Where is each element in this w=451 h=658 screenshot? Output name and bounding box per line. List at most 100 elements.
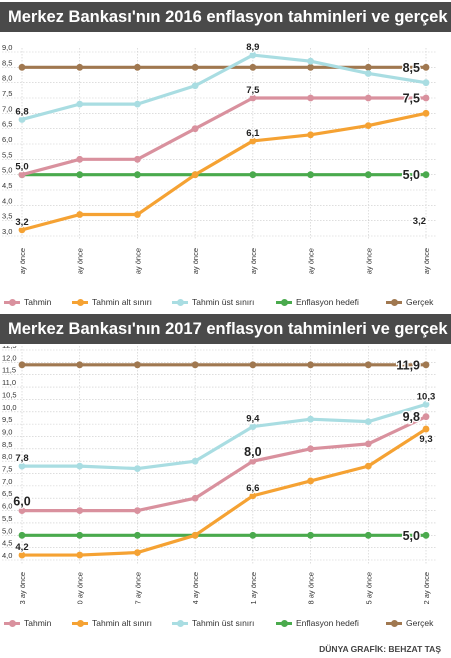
x-tick-label: 8 ay önce bbox=[307, 248, 316, 274]
data-label: 7,8 bbox=[15, 453, 28, 464]
legend-item-ust: Tahmin üst sınırı bbox=[172, 292, 254, 312]
series-line-tahmin bbox=[20, 415, 428, 513]
legend-item-gercek: Gerçek bbox=[386, 613, 433, 633]
data-point-alt bbox=[76, 551, 84, 559]
data-point-alt bbox=[191, 531, 199, 539]
y-tick-label: 9,0 bbox=[2, 427, 12, 436]
data-point-tahmin bbox=[76, 155, 84, 163]
series-line-alt bbox=[20, 427, 428, 557]
chart1-plot: 9,08,58,07,57,06,56,05,55,04,54,03,53,02… bbox=[2, 41, 436, 274]
data-point-gercek bbox=[307, 63, 314, 71]
data-point-gercek bbox=[191, 361, 199, 369]
x-tick-label: 5 ay önce bbox=[364, 248, 373, 274]
data-point-alt bbox=[364, 122, 372, 129]
data-label: 8,5 bbox=[403, 61, 420, 75]
data-point-ust bbox=[422, 79, 430, 87]
x-tick-label: 14 ay önce bbox=[191, 572, 200, 604]
y-tick-label: 4,0 bbox=[2, 196, 12, 205]
data-point-alt bbox=[249, 137, 257, 145]
x-tick-label: 5 ay önce bbox=[364, 572, 373, 604]
data-point-gercek bbox=[249, 361, 257, 369]
data-label: 9,4 bbox=[246, 414, 260, 425]
legend-label: Enflasyon hedefi bbox=[296, 618, 359, 628]
legend-swatch bbox=[172, 298, 188, 306]
legend-swatch bbox=[386, 298, 402, 306]
data-label: 11,9 bbox=[396, 358, 420, 372]
data-point-gercek bbox=[422, 63, 430, 71]
data-point-tahmin bbox=[191, 125, 199, 133]
data-point-alt bbox=[307, 131, 314, 139]
chart2-plot: 12,512,011,511,010,510,09,59,08,58,07,57… bbox=[2, 346, 437, 604]
data-point-ust bbox=[249, 423, 257, 430]
data-point-gercek bbox=[364, 361, 372, 369]
data-point-alt bbox=[76, 211, 84, 218]
data-point-tahmin bbox=[422, 94, 430, 102]
x-tick-label: 23 ay önce bbox=[18, 248, 27, 274]
y-tick-label: 3,5 bbox=[2, 212, 12, 221]
data-point-hedef bbox=[307, 531, 314, 539]
y-tick-label: 4,5 bbox=[2, 539, 12, 548]
legend-item-tahmin: Tahmin bbox=[4, 613, 51, 633]
data-point-hedef bbox=[249, 531, 257, 539]
data-point-hedef bbox=[364, 171, 372, 179]
legend-swatch bbox=[72, 619, 88, 627]
data-point-ust bbox=[249, 51, 257, 59]
y-tick-label: 7,0 bbox=[2, 104, 12, 113]
y-tick-label: 12,0 bbox=[2, 353, 17, 362]
legend-item-alt: Tahmin alt sınırı bbox=[72, 613, 152, 633]
x-tick-label: 11 ay önce bbox=[249, 572, 258, 604]
data-point-gercek bbox=[76, 63, 84, 71]
data-point-ust bbox=[307, 415, 314, 423]
data-point-gercek bbox=[249, 63, 257, 71]
y-tick-label: 5,5 bbox=[2, 150, 12, 159]
data-point-hedef bbox=[249, 171, 257, 179]
chart1-title-banner: Merkez Bankası'nın 2016 enflasyon tahmin… bbox=[0, 2, 451, 32]
y-tick-label: 6,0 bbox=[2, 502, 12, 511]
legend-label: Enflasyon hedefi bbox=[296, 297, 359, 307]
y-tick-label: 4,0 bbox=[2, 551, 12, 560]
legend-item-gercek: Gerçek bbox=[386, 292, 433, 312]
data-point-alt bbox=[18, 226, 26, 234]
data-point-ust bbox=[422, 400, 430, 408]
y-tick-label: 5,5 bbox=[2, 514, 12, 523]
data-point-tahmin bbox=[307, 445, 314, 453]
data-point-ust bbox=[18, 462, 26, 470]
chart2-title: Merkez Bankası'nın 2017 enflasyon tahmin… bbox=[8, 320, 448, 338]
y-tick-label: 9,5 bbox=[2, 415, 12, 424]
y-tick-label: 4,5 bbox=[2, 181, 12, 190]
data-point-ust bbox=[18, 116, 26, 123]
data-label: 6,1 bbox=[246, 128, 260, 139]
data-point-tahmin bbox=[364, 440, 372, 448]
data-point-gercek bbox=[422, 361, 430, 369]
data-point-gercek bbox=[307, 361, 314, 369]
data-label: 6,8 bbox=[15, 106, 28, 117]
data-point-hedef bbox=[422, 531, 430, 539]
data-point-hedef bbox=[307, 171, 314, 179]
series-line-ust bbox=[20, 53, 428, 122]
data-point-tahmin bbox=[249, 457, 257, 465]
data-point-gercek bbox=[76, 361, 84, 369]
data-point-alt bbox=[364, 462, 372, 470]
data-label: 8,9 bbox=[246, 42, 259, 53]
data-label: 9,3 bbox=[419, 434, 432, 445]
data-point-alt bbox=[134, 549, 141, 556]
data-label: 5,0 bbox=[403, 529, 420, 543]
x-tick-label: 20 ay önce bbox=[76, 572, 85, 604]
data-label: 8,0 bbox=[244, 445, 261, 459]
legend-label: Tahmin alt sınırı bbox=[92, 297, 152, 307]
data-point-ust bbox=[364, 70, 372, 77]
y-tick-label: 6,0 bbox=[2, 135, 12, 144]
data-point-gercek bbox=[134, 63, 141, 71]
legend-label: Tahmin üst sınırı bbox=[192, 618, 255, 628]
legend-item-hedef: Enflasyon hedefi bbox=[276, 292, 359, 312]
data-point-tahmin bbox=[134, 155, 141, 163]
data-point-alt bbox=[18, 551, 26, 559]
y-tick-label: 12,5 bbox=[2, 346, 17, 350]
data-point-tahmin bbox=[18, 171, 26, 179]
x-tick-label: 2 ay önce bbox=[422, 572, 431, 604]
data-point-gercek bbox=[18, 63, 26, 71]
data-point-alt bbox=[422, 425, 430, 433]
legend-swatch bbox=[276, 619, 292, 627]
chart1-title: Merkez Bankası'nın 2016 enflasyon tahmin… bbox=[8, 8, 448, 26]
y-tick-label: 10,0 bbox=[2, 403, 17, 412]
